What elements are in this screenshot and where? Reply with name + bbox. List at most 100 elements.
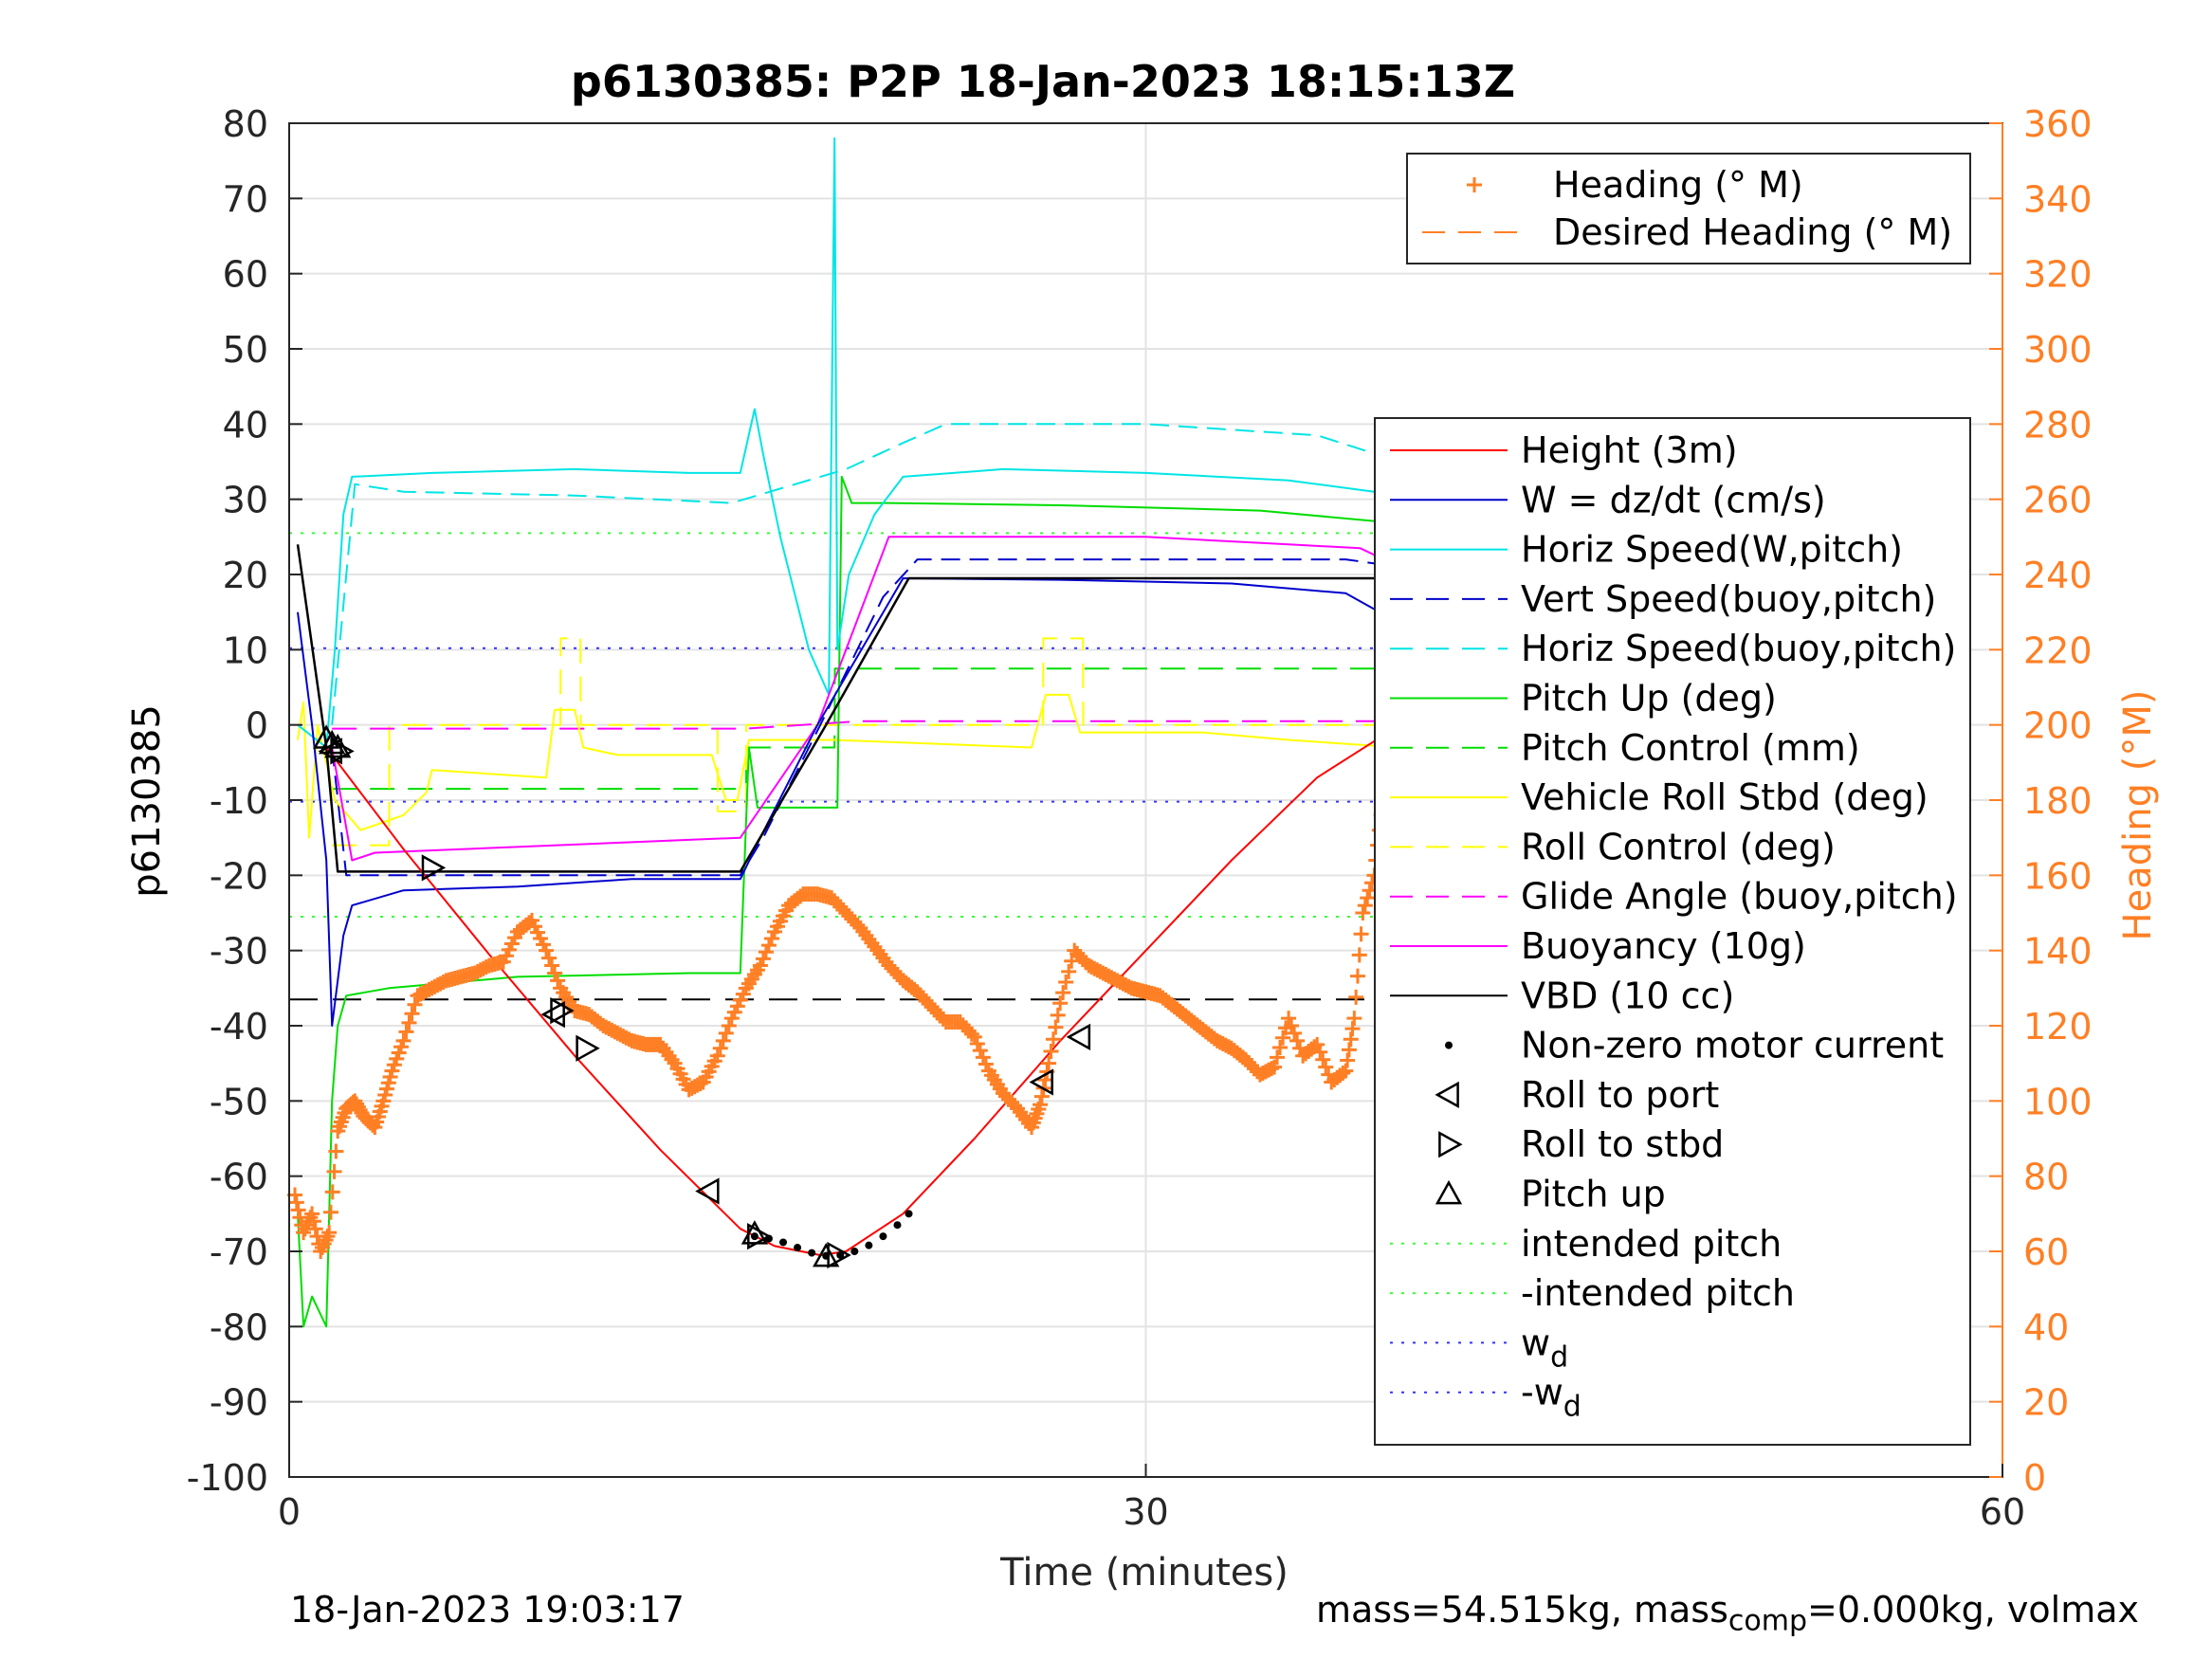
heading-point [1281,1011,1297,1027]
heading-point [305,1213,321,1230]
y2-tick-label: 60 [2023,1231,2069,1273]
heading-point [1045,1031,1061,1048]
heading-point [975,1049,991,1066]
series-pitch-up [297,475,1401,1328]
x-tick-label: 30 [1123,1491,1168,1533]
heading-point [1061,963,1077,979]
heading-point [1050,1007,1066,1023]
heading-point [1340,1052,1356,1068]
y2-tick-label: 40 [2023,1306,2069,1348]
heading-point [1264,1061,1280,1077]
legend-entry-label: Height (3m) [1521,429,1738,471]
heading-point [1284,1018,1300,1033]
footer-mass-label: mass=54.515kg, mass [1316,1589,1728,1631]
roll-stbd-marker [747,1223,772,1250]
y-tick-label: -70 [210,1231,268,1273]
series-vbd [296,544,1400,873]
y2-tick-label: 140 [2023,931,2093,973]
heading-point [1349,968,1365,984]
heading-point [1275,1030,1291,1046]
y2-tick-label: 100 [2023,1081,2093,1122]
heading-point [1289,1032,1306,1048]
heading-point [972,1043,988,1059]
heading-point [1357,898,1373,914]
y-tick-label: -40 [210,1006,268,1048]
y-tick-label: 30 [223,480,268,521]
y-axis-label: p6130385 [125,704,169,898]
roll-port-marker [1029,1068,1053,1096]
motor-current-point [808,1249,816,1257]
legend-entry-label: VBD (10 cc) [1521,975,1734,1016]
motor-current-point [794,1244,802,1252]
y2-tick-label: 20 [2023,1382,2069,1424]
y-tick-label: -60 [210,1157,268,1198]
legend-entry-label: Non-zero motor current [1521,1025,1944,1066]
y-tick-label: -50 [210,1081,268,1122]
heading-point [1270,1049,1286,1066]
heading-point [1052,995,1069,1012]
plot-markers [313,717,1411,1269]
legend-entry-label: Roll Control (deg) [1521,826,1836,867]
heading-point [709,1048,725,1064]
heading-point [321,1225,338,1241]
heading-point [752,957,768,974]
legend-entry-label: Vehicle Roll Stbd (deg) [1521,776,1929,818]
heading-point [539,942,555,958]
legend-swatch [1467,177,1482,192]
heading-point [398,1024,414,1040]
legend-entry-label: Desired Heading (° M) [1553,211,1952,253]
heading-point [1346,1011,1362,1027]
heading-point [544,957,560,974]
legend-main: Height (3m) W = dz/dt (cm/s) Horiz Speed(W… [1374,417,1971,1446]
legend-heading: Heading (° M) Desired Heading (° M) [1406,153,1971,264]
series-glide-angle [332,720,1400,730]
heading-point [1043,1043,1059,1059]
heading-point [1048,1019,1064,1035]
series-horiz-speed-buoy [331,423,1400,725]
footer-mass-sub: comp [1728,1604,1808,1638]
heading-point [407,996,423,1012]
legend-swatch [1445,1041,1453,1049]
motor-current-point [779,1238,788,1247]
legend-entry-subscript: d [1563,1391,1581,1424]
y2-tick-label: 220 [2023,629,2093,671]
heading-point [969,1036,985,1052]
heading-point [718,1025,734,1041]
y-tick-label: 50 [223,329,268,371]
roll-port-marker [695,1177,720,1205]
y-tick-label: 70 [223,178,268,220]
series-vert-speed-buoy [331,558,1400,877]
y-tick-label: -100 [187,1457,268,1499]
axes: 80706050403020100-10-20-30-40-50-60-70-8… [187,103,2093,1533]
heading-point [978,1056,994,1072]
heading-point [1033,1097,1049,1113]
heading-point [715,1032,731,1048]
heading-point [404,1006,420,1022]
y-tick-label: -90 [210,1382,268,1424]
heading-point [1058,974,1074,990]
heading-point [1338,1063,1354,1079]
heading-point [541,950,558,966]
roll-stbd-marker [550,997,575,1025]
legend-entry-label: Roll to port [1521,1074,1719,1116]
heading-point [1343,1031,1359,1048]
heading-point [1267,1059,1283,1075]
heading-point [1353,926,1369,942]
legend-entry-label: Vert Speed(buoy,pitch) [1521,578,1936,620]
heading-point [322,1204,338,1220]
series-height [325,723,1401,1256]
heading-point [324,1184,340,1200]
y2-tick-label: 80 [2023,1157,2069,1198]
roll-stbd-marker [576,1034,600,1062]
y2-tick-label: 160 [2023,855,2093,897]
series-pitch-control [332,667,1400,791]
heading-point [966,1029,982,1045]
heading-point [1055,985,1071,1001]
legend-entry-label: -intended pitch [1521,1272,1795,1314]
motor-current-point [850,1248,859,1255]
y2-tick-label: 340 [2023,178,2093,220]
y2-tick-label: 240 [2023,555,2093,596]
heading-point [1309,1036,1325,1052]
legend-entry-label: Pitch Control (mm) [1521,727,1860,769]
heading-point [1344,1021,1361,1037]
